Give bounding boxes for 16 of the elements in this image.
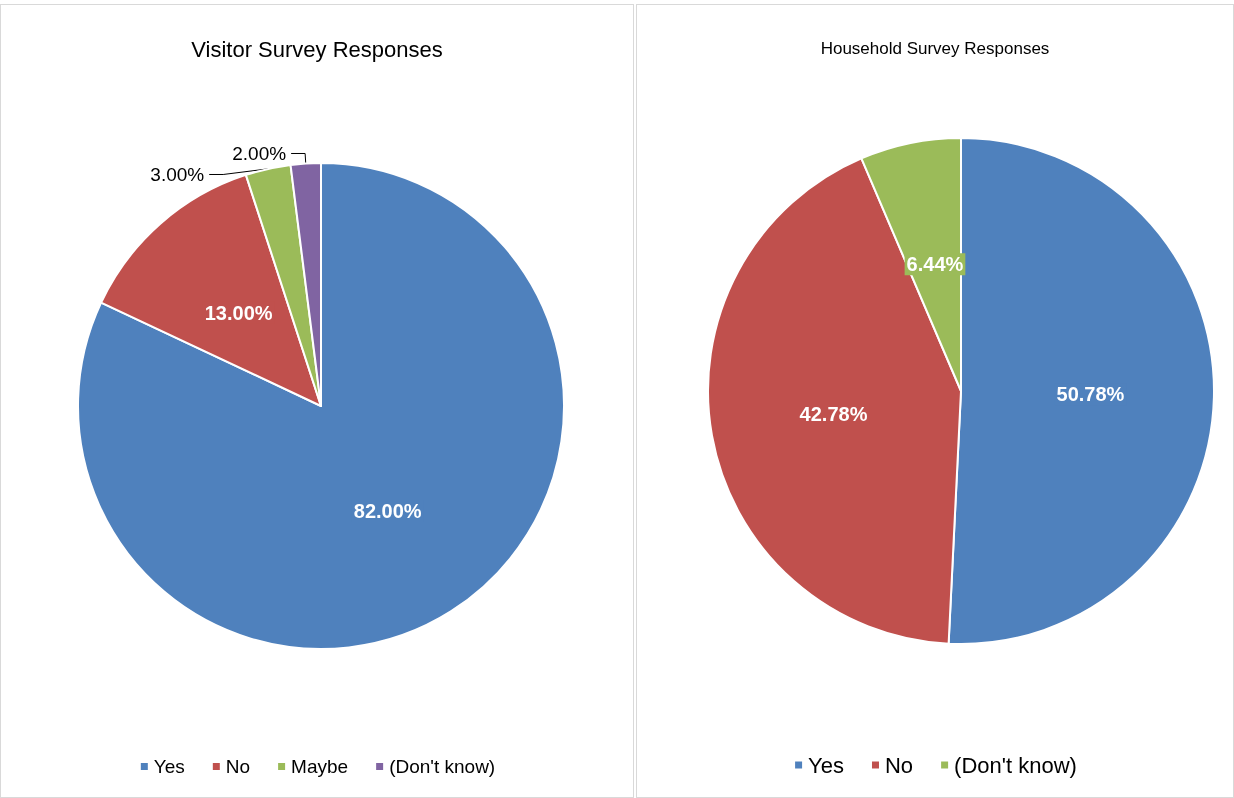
data-label: 82.00%	[353, 500, 422, 523]
legend-label: (Don't know)	[389, 756, 496, 777]
chart-title: Household Survey Responses	[820, 39, 1050, 58]
data-label: 6.44%	[906, 253, 964, 276]
data-label: 2.00%	[232, 143, 287, 164]
legend-label: (Don't know)	[954, 752, 1077, 778]
chart-title: Visitor Survey Responses	[191, 36, 443, 62]
legend-label: No	[884, 752, 914, 778]
legend-label: Yes	[153, 756, 185, 777]
legend-label: No	[225, 756, 251, 777]
data-label: 13.00%	[204, 301, 273, 324]
legend-label: Yes	[808, 752, 844, 778]
data-label: 3.00%	[150, 164, 205, 185]
legend-label: Maybe	[291, 756, 349, 777]
data-label: 50.78%	[1056, 383, 1125, 406]
data-label: 42.78%	[799, 402, 868, 425]
